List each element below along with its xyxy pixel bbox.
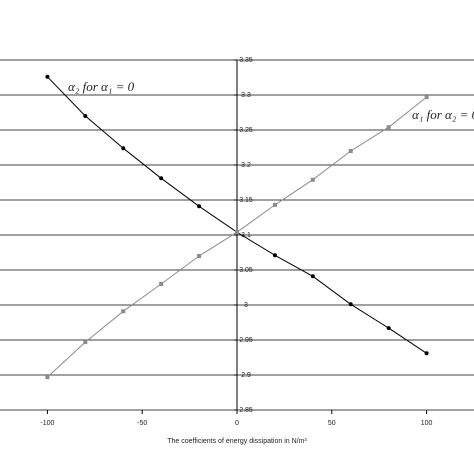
x-tick-label: 0 [235, 420, 239, 427]
point [121, 309, 126, 314]
point [159, 282, 164, 286]
point [386, 125, 391, 130]
point [83, 340, 88, 345]
x-tick-label: -100 [40, 420, 54, 427]
point [83, 114, 88, 118]
y-tick-label: 3.3 [241, 92, 251, 99]
point [197, 204, 202, 209]
point [121, 146, 126, 151]
x-tick-label: 50 [328, 420, 336, 427]
point [424, 351, 429, 356]
point [45, 375, 50, 380]
y-tick-label: 3.15 [239, 197, 253, 204]
point [424, 95, 429, 100]
point [348, 302, 353, 307]
point [235, 230, 239, 235]
series-annotation: α₁ for α₂ = 0 [412, 107, 474, 122]
y-tick-label: 3.25 [239, 127, 253, 134]
point [272, 253, 277, 258]
point [272, 202, 277, 207]
point [348, 149, 353, 153]
y-tick-label: 2.95 [239, 337, 253, 344]
y-tick-label: 3.35 [239, 57, 253, 64]
y-tick-label: 3.1 [241, 232, 251, 239]
y-tick-label: 2.85 [239, 407, 253, 414]
x-tick-label: 100 [421, 420, 433, 427]
y-tick-label: 3.2 [241, 162, 251, 169]
point [197, 254, 202, 258]
y-tick-label: 3.05 [239, 267, 253, 274]
point [45, 74, 50, 79]
y-tick-label: 3 [244, 302, 248, 309]
y-tick-label: 2.9 [241, 372, 251, 379]
point [310, 274, 315, 279]
x-tick-label: -50 [137, 420, 147, 427]
series-annotation: α₂ for α₁ = 0 [68, 79, 135, 94]
point [310, 177, 315, 182]
point [386, 326, 391, 331]
x-axis-label: The coefficients of energy dissipation i… [167, 438, 307, 445]
point [159, 176, 164, 181]
